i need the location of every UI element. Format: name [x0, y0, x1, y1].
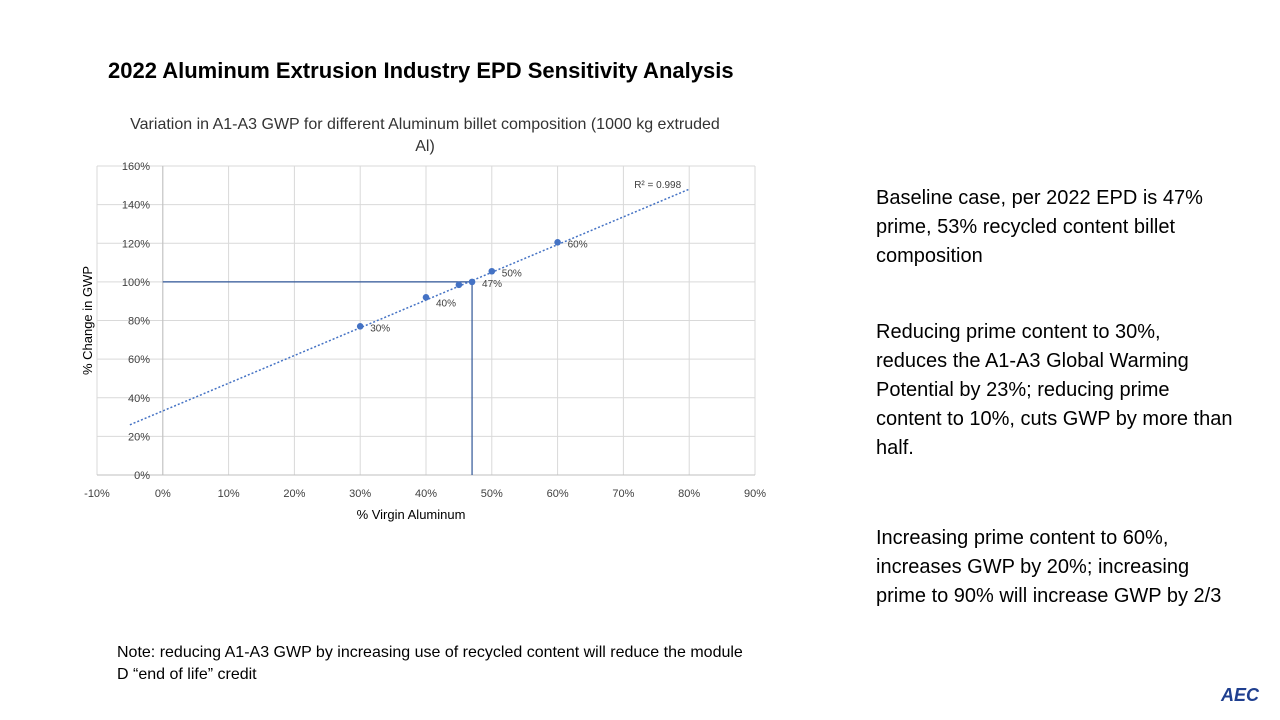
x-tick-label: 10%	[218, 488, 240, 500]
data-point	[422, 294, 430, 301]
slide-title: 2022 Aluminum Extrusion Industry EPD Sen…	[108, 58, 734, 83]
x-tick-label: -10%	[84, 488, 110, 500]
x-tick-label: 60%	[547, 488, 569, 500]
x-tick-label: 50%	[481, 488, 503, 500]
gwp-scatter-chart: -10% 0% 10% 20% 30% 40% 50% 60% 70% 80% 90% 0% 20% 40…	[80, 161, 766, 522]
data-point	[356, 322, 364, 330]
chart-title: Variation in A1-A3 GWP for different Alu…	[130, 116, 720, 155]
data-point	[554, 238, 561, 246]
y-tick-label: 40%	[128, 393, 150, 405]
y-tick-label: 20%	[128, 431, 150, 443]
footnote: Note: reducing A1-A3 GWP by increasing u…	[117, 644, 743, 683]
reduction-text: Reducing prime content to 30%, reduces t…	[876, 321, 1233, 459]
data-point	[468, 278, 476, 286]
aec-logo: AEC	[1220, 685, 1260, 705]
y-tick-label: 140%	[122, 200, 150, 212]
data-point	[455, 281, 463, 289]
trendline	[129, 188, 690, 426]
x-tick-label: 30%	[349, 488, 371, 500]
tick-labels: -10% 0% 10% 20% 30% 40% 50% 60% 70% 80% 90% 0% 20% 40…	[80, 161, 766, 522]
data-label: 50%	[502, 268, 522, 279]
x-tick-label: 70%	[612, 488, 634, 500]
y-tick-label: 60%	[128, 354, 150, 366]
y-tick-label: 100%	[122, 277, 150, 289]
aec-logo-text: AEC	[1220, 685, 1260, 705]
x-axis-title: % Virgin Aluminum	[357, 507, 466, 522]
chart-axes	[97, 166, 755, 476]
x-tick-label: 0%	[155, 488, 171, 500]
data-label: 40%	[436, 298, 456, 309]
x-tick-label: 90%	[744, 488, 766, 500]
data-point	[488, 267, 496, 275]
y-tick-label: 80%	[128, 316, 150, 328]
x-tick-label: 80%	[678, 488, 700, 500]
y-tick-label: 120%	[122, 238, 150, 250]
chart-grid	[96, 165, 756, 476]
y-tick-label: 0%	[134, 470, 150, 482]
baseline-text: Baseline case, per 2022 EPD is 47% prime…	[876, 187, 1203, 267]
data-points	[356, 238, 561, 330]
trendline-path	[129, 188, 690, 426]
data-label: 30%	[370, 323, 390, 334]
x-tick-label: 40%	[415, 488, 437, 500]
y-axis-title: % Change in GWP	[80, 266, 95, 375]
y-tick-label: 160%	[122, 161, 150, 173]
r-squared-label: R² = 0.998	[634, 180, 681, 191]
baseline-reference-lines	[162, 281, 473, 475]
data-label: 47%	[482, 279, 502, 290]
increase-text: Increasing prime content to 60%, increas…	[876, 527, 1222, 607]
x-tick-label: 20%	[283, 488, 305, 500]
data-label: 60%	[568, 239, 588, 250]
